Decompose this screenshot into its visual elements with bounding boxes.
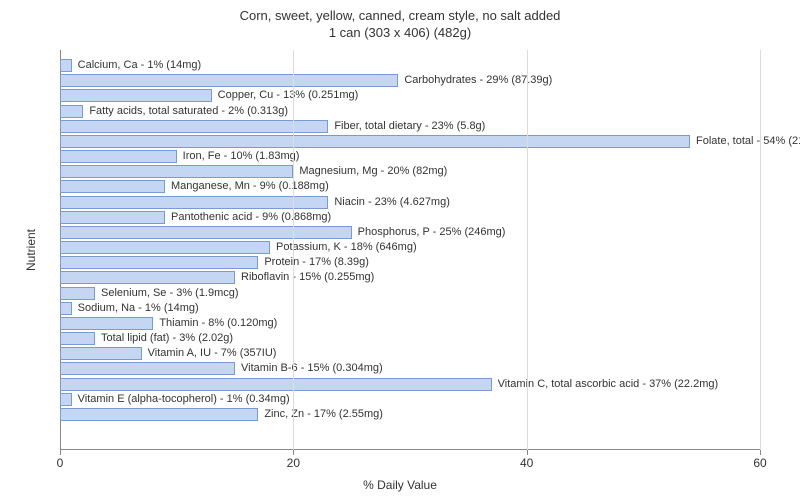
nutrient-bar — [60, 74, 398, 87]
x-tick-label: 40 — [520, 456, 533, 470]
nutrient-bar-label: Fiber, total dietary - 23% (5.8g) — [328, 119, 485, 133]
x-axis-label: % Daily Value — [363, 478, 437, 492]
nutrient-bar — [60, 271, 235, 284]
chart-title-line1: Corn, sweet, yellow, canned, cream style… — [0, 8, 800, 25]
nutrient-bar-label: Vitamin E (alpha-tocopherol) - 1% (0.34m… — [72, 392, 290, 406]
nutrient-bar — [60, 89, 212, 102]
nutrient-bar-label: Riboflavin - 15% (0.255mg) — [235, 270, 374, 284]
nutrient-bar — [60, 196, 328, 209]
nutrient-bar-label: Vitamin C, total ascorbic acid - 37% (22… — [492, 377, 719, 391]
nutrient-bar — [60, 317, 153, 330]
nutrient-bar-label: Zinc, Zn - 17% (2.55mg) — [258, 407, 383, 421]
nutrient-bar — [60, 226, 352, 239]
nutrient-bar-label: Selenium, Se - 3% (1.9mcg) — [95, 286, 239, 300]
nutrient-bar — [60, 180, 165, 193]
chart-title-line2: 1 can (303 x 406) (482g) — [0, 25, 800, 42]
nutrient-bar-label: Total lipid (fat) - 3% (2.02g) — [95, 331, 233, 345]
nutrient-bar — [60, 332, 95, 345]
nutrient-bar-label: Vitamin B-6 - 15% (0.304mg) — [235, 361, 383, 375]
nutrient-chart: Corn, sweet, yellow, canned, cream style… — [0, 0, 800, 500]
nutrient-bar — [60, 211, 165, 224]
nutrient-bar — [60, 287, 95, 300]
nutrient-bar-label: Calcium, Ca - 1% (14mg) — [72, 58, 201, 72]
chart-title: Corn, sweet, yellow, canned, cream style… — [0, 0, 800, 42]
nutrient-bar — [60, 408, 258, 421]
nutrient-bar — [60, 105, 83, 118]
x-tick-label: 60 — [753, 456, 766, 470]
nutrient-bar-label: Potassium, K - 18% (646mg) — [270, 240, 417, 254]
plot-area: Calcium, Ca - 1% (14mg) Carbohydrates - 2… — [60, 50, 760, 450]
nutrient-bar-label: Sodium, Na - 1% (14mg) — [72, 301, 199, 315]
x-tick-label: 0 — [57, 456, 64, 470]
nutrient-bar — [60, 393, 72, 406]
nutrient-bar — [60, 120, 328, 133]
nutrient-bar-label: Manganese, Mn - 9% (0.188mg) — [165, 179, 329, 193]
grid-line — [760, 50, 761, 450]
nutrient-bar-label: Carbohydrates - 29% (87.39g) — [398, 73, 552, 87]
nutrient-bar-label: Copper, Cu - 13% (0.251mg) — [212, 88, 359, 102]
x-tick-label: 20 — [287, 456, 300, 470]
grid-line — [293, 50, 294, 450]
nutrient-bar-label: Magnesium, Mg - 20% (82mg) — [293, 164, 447, 178]
y-axis-label: Nutrient — [24, 229, 38, 271]
x-tick — [760, 450, 761, 455]
nutrient-bar — [60, 59, 72, 72]
grid-line — [527, 50, 528, 450]
nutrient-bar — [60, 241, 270, 254]
nutrient-bar-label: Fatty acids, total saturated - 2% (0.313… — [83, 104, 288, 118]
nutrient-bar — [60, 135, 690, 148]
nutrient-bar-label: Iron, Fe - 10% (1.83mg) — [177, 149, 300, 163]
x-tick — [527, 450, 528, 455]
nutrient-bar — [60, 256, 258, 269]
nutrient-bar — [60, 302, 72, 315]
nutrient-bar-label: Folate, total - 54% (217mcg) — [690, 134, 800, 148]
nutrient-bar-label: Protein - 17% (8.39g) — [258, 255, 369, 269]
bars-container: Calcium, Ca - 1% (14mg) Carbohydrates - 2… — [60, 50, 760, 450]
nutrient-bar — [60, 347, 142, 360]
nutrient-bar-label: Pantothenic acid - 9% (0.868mg) — [165, 210, 331, 224]
nutrient-bar — [60, 150, 177, 163]
nutrient-bar — [60, 378, 492, 391]
nutrient-bar-label: Phosphorus, P - 25% (246mg) — [352, 225, 506, 239]
nutrient-bar — [60, 165, 293, 178]
x-tick — [60, 450, 61, 455]
nutrient-bar — [60, 362, 235, 375]
nutrient-bar-label: Vitamin A, IU - 7% (357IU) — [142, 346, 277, 360]
nutrient-bar-label: Niacin - 23% (4.627mg) — [328, 195, 450, 209]
nutrient-bar-label: Thiamin - 8% (0.120mg) — [153, 316, 277, 330]
x-tick — [293, 450, 294, 455]
